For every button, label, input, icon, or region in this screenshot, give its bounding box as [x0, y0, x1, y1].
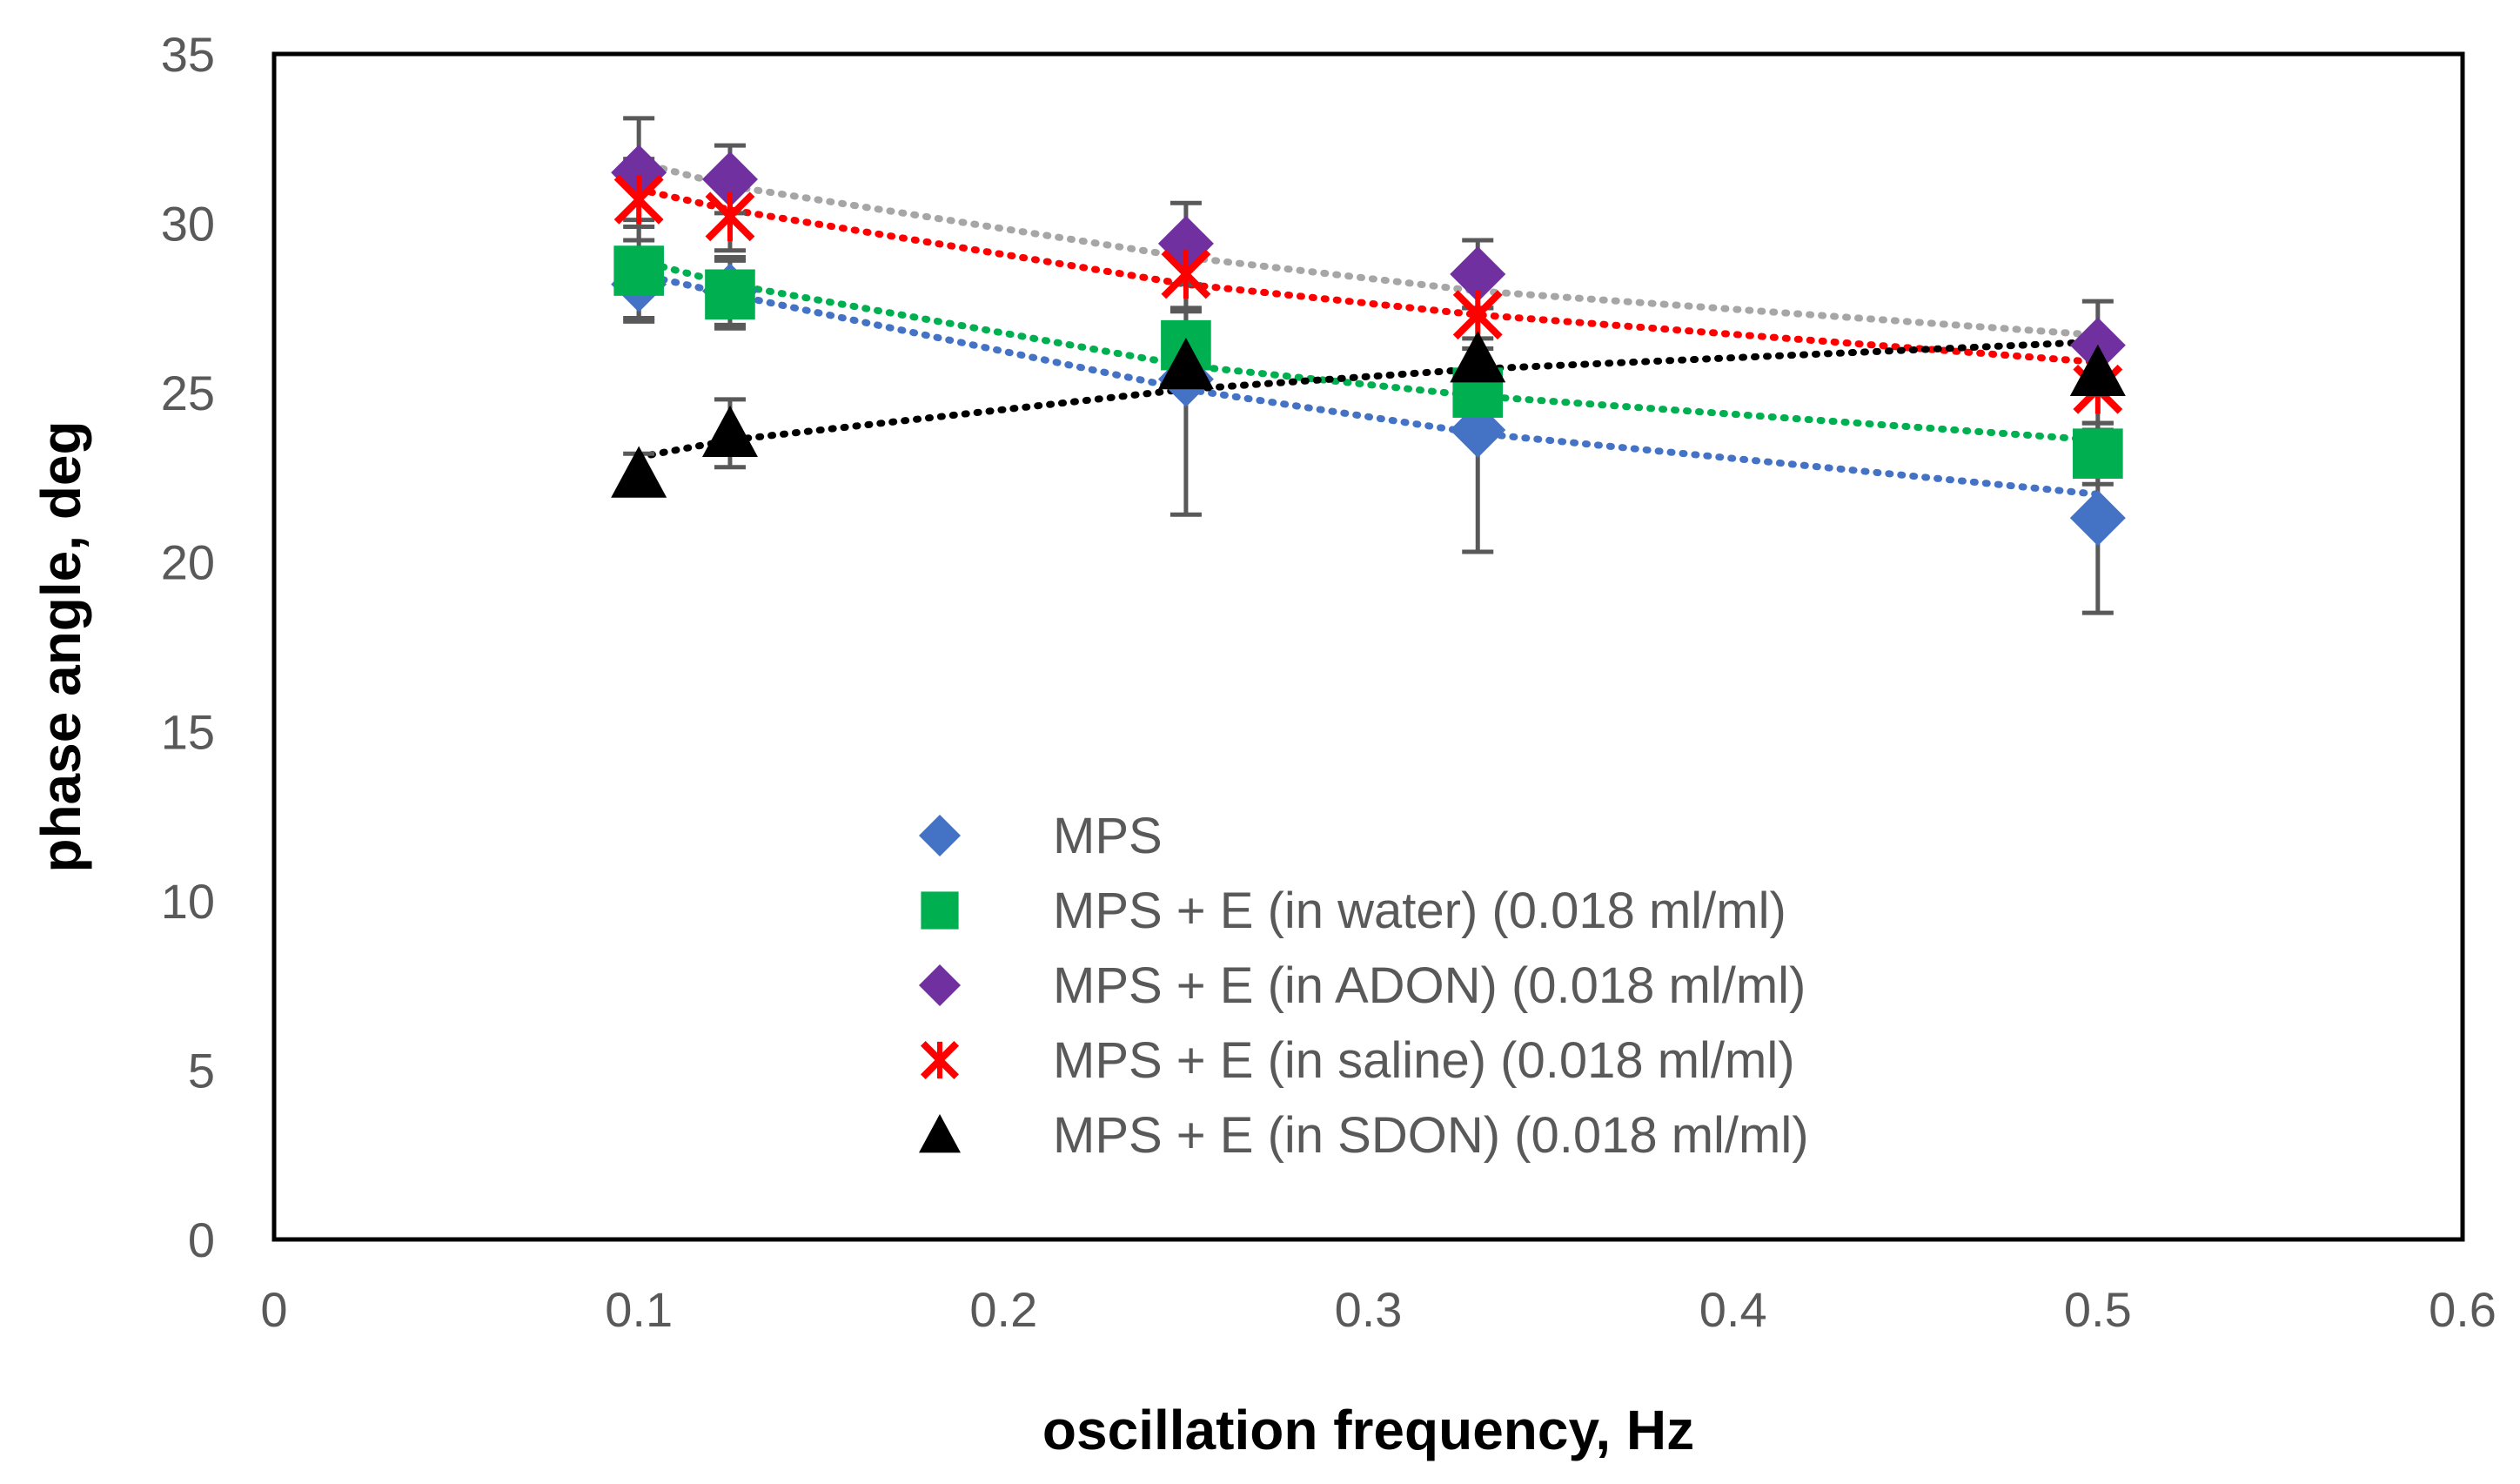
legend-marker [919, 964, 961, 1006]
y-tick-label: 0 [188, 1212, 215, 1267]
data-point [613, 245, 664, 296]
trendline [635, 158, 2101, 339]
trendline [635, 185, 2101, 366]
data-point [701, 405, 758, 458]
x-axis-title: oscillation frequency, Hz [1042, 1399, 1694, 1461]
data-point [2073, 428, 2123, 479]
y-axis-title: phase angle, deg [30, 420, 92, 872]
data-point [611, 446, 667, 498]
y-tick-label: 35 [161, 27, 215, 82]
y-tick-label: 20 [161, 535, 215, 590]
legend-marker [920, 1040, 960, 1080]
legend-marker [919, 1114, 961, 1153]
data-point [2069, 490, 2126, 547]
data-point [705, 269, 755, 320]
x-tick-label: 0.4 [1699, 1282, 1767, 1337]
legend-marker [919, 815, 961, 856]
data-point [613, 174, 664, 225]
x-tick-label: 0.5 [2064, 1282, 2132, 1337]
legend-label: MPS [1053, 808, 1163, 864]
y-tick-label: 30 [161, 197, 215, 252]
y-tick-label: 5 [188, 1043, 215, 1098]
data-point [1450, 331, 1506, 383]
plot-area-frame [271, 51, 2465, 1242]
legend-label: MPS + E (in saline) (0.018 ml/ml) [1053, 1032, 1795, 1089]
data-markers [611, 144, 2126, 547]
x-tick-label: 0.3 [1335, 1282, 1403, 1337]
legend-label: MPS + E (in ADON) (0.018 ml/ml) [1053, 957, 1806, 1014]
x-tick-label: 0.2 [969, 1282, 1037, 1337]
data-point [705, 191, 755, 242]
x-tick-label: 0 [260, 1282, 287, 1337]
x-tick-label: 0.6 [2429, 1282, 2497, 1337]
x-axis-ticks: 0 0.1 0.2 0.3 0.4 0.5 0.6 [260, 1282, 2497, 1337]
data-point [1161, 249, 1211, 299]
data-point [2069, 344, 2126, 396]
y-tick-label: 10 [161, 874, 215, 929]
y-tick-label: 15 [161, 704, 215, 759]
data-point [1157, 338, 1214, 390]
legend-label: MPS + E (in water) (0.018 ml/ml) [1053, 883, 1786, 939]
data-point [1450, 245, 1506, 302]
y-axis-ticks: 0 5 10 15 20 25 30 35 [161, 27, 215, 1267]
legend: MPS MPS + E (in water) (0.018 ml/ml) MPS +… [919, 808, 1809, 1164]
data-point [701, 151, 758, 207]
legend-marker [921, 891, 959, 930]
y-tick-label: 25 [161, 366, 215, 420]
x-tick-label: 0.1 [605, 1282, 673, 1337]
legend-label: MPS + E (in SDON) (0.018 ml/ml) [1053, 1107, 1809, 1164]
